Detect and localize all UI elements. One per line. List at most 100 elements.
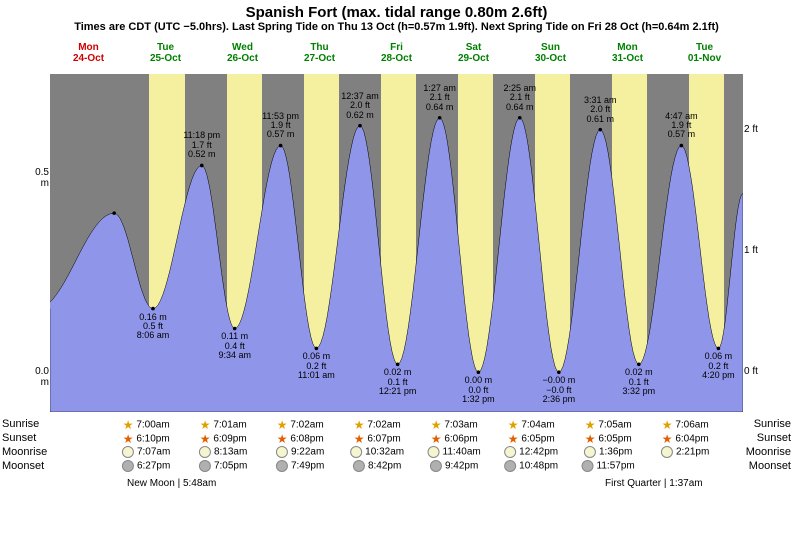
sunrise-icon: ★ <box>354 418 365 432</box>
moonrise-time: 9:22am <box>276 446 324 458</box>
sunrise-icon: ★ <box>277 418 288 432</box>
moonset-time: 7:49pm <box>276 460 324 472</box>
tide-curve <box>50 74 743 412</box>
sunset-icon: ★ <box>123 432 134 446</box>
moonset-time: 8:42pm <box>353 460 401 472</box>
sunset-time: ★ 6:09pm <box>200 432 247 446</box>
sunset-icon: ★ <box>585 432 596 446</box>
sunset-label-right: Sunset <box>757 432 791 444</box>
y-axis-left-tick: 0.5 m <box>35 167 49 189</box>
sunrise-time: ★ 7:06am <box>662 418 709 432</box>
y-axis-right-tick: 1 ft <box>744 245 768 256</box>
moonrise-time: 1:36pm <box>584 446 632 458</box>
moonrise-label-right: Moonrise <box>746 446 791 458</box>
sunset-time: ★ 6:08pm <box>277 432 324 446</box>
day-header: Tue25-Oct <box>127 42 204 64</box>
sunset-time: ★ 6:05pm <box>508 432 555 446</box>
moonrise-time: 7:07am <box>122 446 170 458</box>
day-header: Tue01-Nov <box>666 42 743 64</box>
sunrise-time: ★ 7:03am <box>431 418 478 432</box>
chart-area: Mon24-OctTue25-OctWed26-OctThu27-OctFri2… <box>50 42 743 412</box>
sunrise-label-right: Sunrise <box>754 418 791 430</box>
moonrise-icon <box>199 446 211 458</box>
sunset-time: ★ 6:04pm <box>662 432 709 446</box>
moonset-label-left: Moonset <box>2 460 44 472</box>
sunset-time: ★ 6:10pm <box>123 432 170 446</box>
day-header: Wed26-Oct <box>204 42 281 64</box>
sunrise-time: ★ 7:04am <box>508 418 555 432</box>
sunset-icon: ★ <box>662 432 673 446</box>
low-tide-label: 0.11 m0.4 ft9:34 am <box>218 332 251 360</box>
moonrise-time: 8:13am <box>199 446 247 458</box>
moonset-label-right: Moonset <box>749 460 791 472</box>
day-header: Mon31-Oct <box>589 42 666 64</box>
day-header: Sat29-Oct <box>435 42 512 64</box>
low-tide-label: 0.00 m0.0 ft1:32 pm <box>462 376 495 404</box>
moonrise-icon <box>350 446 362 458</box>
low-tide-label: 0.06 m0.2 ft11:01 am <box>298 352 335 380</box>
moonset-time: 11:57pm <box>582 460 635 472</box>
sunset-time: ★ 6:07pm <box>354 432 401 446</box>
low-tide-label: −0.00 m−0.0 ft2:36 pm <box>542 376 575 404</box>
moonrise-time: 12:42pm <box>504 446 558 458</box>
low-tide-label: 0.02 m0.1 ft12:21 pm <box>379 368 417 396</box>
moonset-icon <box>353 460 365 472</box>
sunrise-time: ★ 7:00am <box>123 418 170 432</box>
sunrise-label-left: Sunrise <box>2 418 39 430</box>
low-tide-label: 0.16 m0.5 ft8:06 am <box>137 313 170 341</box>
moonset-icon <box>504 460 516 472</box>
sunset-icon: ★ <box>277 432 288 446</box>
moonrise-time: 11:40am <box>428 446 481 458</box>
y-axis-right-tick: 0 ft <box>744 366 768 377</box>
moonrise-time: 10:32am <box>350 446 404 458</box>
sunrise-icon: ★ <box>431 418 442 432</box>
sunrise-icon: ★ <box>662 418 673 432</box>
day-header: Fri28-Oct <box>358 42 435 64</box>
moonrise-icon <box>504 446 516 458</box>
moonset-time: 6:27pm <box>122 460 170 472</box>
moonset-time: 7:05pm <box>199 460 247 472</box>
chart-title: Spanish Fort (max. tidal range 0.80m 2.6… <box>0 0 793 21</box>
sunrise-time: ★ 7:02am <box>354 418 401 432</box>
tide-chart-container: Spanish Fort (max. tidal range 0.80m 2.6… <box>0 0 793 539</box>
moonset-icon <box>122 460 134 472</box>
moonset-icon <box>276 460 288 472</box>
sunrise-icon: ★ <box>508 418 519 432</box>
moonrise-time: 2:21pm <box>661 446 709 458</box>
moonset-icon <box>199 460 211 472</box>
plot-area: 11:18 pm1.7 ft0.52 m11:53 pm1.9 ft0.57 m… <box>50 74 743 412</box>
y-axis-left-tick: 0.0 m <box>35 366 49 388</box>
moonset-time: 9:42pm <box>430 460 478 472</box>
sunset-icon: ★ <box>431 432 442 446</box>
low-tide-label: 0.06 m0.2 ft4:20 pm <box>702 352 735 380</box>
moonrise-icon <box>428 446 440 458</box>
moonset-icon <box>430 460 442 472</box>
day-header: Sun30-Oct <box>512 42 589 64</box>
sunrise-time: ★ 7:02am <box>277 418 324 432</box>
moonrise-icon <box>584 446 596 458</box>
sunset-icon: ★ <box>354 432 365 446</box>
day-header: Mon24-Oct <box>50 42 127 64</box>
sunset-time: ★ 6:06pm <box>431 432 478 446</box>
first-quarter-text: First Quarter | 1:37am <box>605 478 703 489</box>
sunrise-icon: ★ <box>123 418 134 432</box>
y-axis-right-tick: 2 ft <box>744 124 768 135</box>
sunrise-time: ★ 7:01am <box>200 418 247 432</box>
sunset-label-left: Sunset <box>2 432 36 444</box>
moonrise-icon <box>661 446 673 458</box>
moonset-icon <box>582 460 594 472</box>
sunrise-icon: ★ <box>200 418 211 432</box>
low-tide-label: 0.02 m0.1 ft3:32 pm <box>623 368 656 396</box>
sunrise-time: ★ 7:05am <box>585 418 632 432</box>
sunset-icon: ★ <box>508 432 519 446</box>
sunset-icon: ★ <box>200 432 211 446</box>
sunrise-icon: ★ <box>585 418 596 432</box>
moonrise-icon <box>276 446 288 458</box>
moonrise-label-left: Moonrise <box>2 446 47 458</box>
new-moon-text: New Moon | 5:48am <box>127 478 216 489</box>
day-header: Thu27-Oct <box>281 42 358 64</box>
sunset-time: ★ 6:05pm <box>585 432 632 446</box>
moonrise-icon <box>122 446 134 458</box>
moonset-time: 10:48pm <box>504 460 558 472</box>
chart-subtitle: Times are CDT (UTC −5.0hrs). Last Spring… <box>0 21 793 35</box>
